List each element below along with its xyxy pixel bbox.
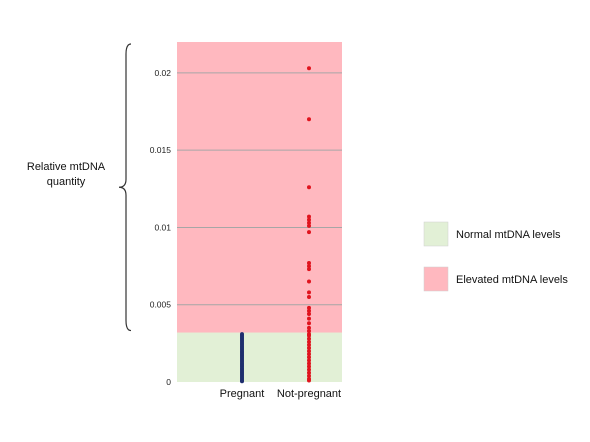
x-category-label: Pregnant (220, 388, 265, 400)
data-point-pregnant (240, 379, 244, 384)
y-tick-label: 0.015 (150, 145, 172, 155)
data-point-not-pregnant (307, 230, 311, 235)
band-elevated (177, 42, 342, 333)
y-annotation-line: quantity (47, 176, 86, 188)
legend: Normal mtDNA levels Elevated mtDNA levels (423, 221, 568, 292)
data-point-not-pregnant (307, 223, 311, 228)
data-point-not-pregnant (307, 261, 311, 265)
background-bands (177, 42, 342, 382)
gridlines (177, 72, 342, 306)
data-point-not-pregnant (307, 346, 311, 350)
data-point-not-pregnant (307, 316, 311, 321)
data-point-not-pregnant (307, 279, 311, 284)
data-point-not-pregnant (307, 217, 311, 222)
data-point-not-pregnant (307, 308, 311, 313)
data-point-not-pregnant (307, 336, 311, 341)
y-tick-label: 0 (166, 377, 171, 387)
data-point-not-pregnant (307, 117, 311, 122)
y-tick-label: 0.01 (154, 222, 171, 232)
data-point-not-pregnant (307, 321, 311, 326)
data-point-not-pregnant (307, 364, 311, 369)
legend-swatch (423, 221, 449, 247)
y-tick-label: 0.005 (150, 300, 172, 310)
data-point-not-pregnant (307, 305, 311, 310)
data-point-not-pregnant (307, 349, 311, 354)
y-tick-label: 0.02 (154, 68, 171, 78)
data-point-not-pregnant (307, 214, 311, 219)
y-brace (118, 43, 132, 332)
data-point-not-pregnant (307, 264, 311, 269)
data-point-not-pregnant (307, 367, 311, 372)
data-point-not-pregnant (307, 185, 311, 190)
data-point-not-pregnant (307, 361, 311, 366)
data-point-not-pregnant (307, 378, 311, 383)
y-axis-ticks: 0 0.005 0.01 0.015 0.02 (150, 68, 172, 387)
legend-label: Normal mtDNA levels (456, 229, 561, 241)
data-point-not-pregnant (307, 220, 311, 225)
data-point-not-pregnant (307, 339, 311, 344)
data-point-not-pregnant (307, 267, 311, 272)
data-point-not-pregnant (307, 325, 311, 330)
data-point-not-pregnant (307, 358, 311, 363)
data-point-not-pregnant (307, 312, 311, 316)
data-point-not-pregnant (307, 352, 311, 357)
x-category-label: Not-pregnant (277, 388, 341, 400)
data-point-not-pregnant (307, 370, 311, 375)
y-annotation-line: Relative mtDNA (27, 161, 106, 173)
band-normal (177, 332, 342, 382)
legend-swatch (423, 266, 449, 292)
legend-label: Elevated mtDNA levels (456, 274, 568, 286)
data-point-not-pregnant (307, 290, 311, 295)
data-point-not-pregnant (307, 329, 311, 333)
brace-icon (118, 43, 132, 332)
data-point-not-pregnant (307, 66, 311, 71)
category-labels: Pregnant Not-pregnant (220, 388, 341, 400)
data-points (240, 66, 311, 384)
data-point-not-pregnant (307, 373, 311, 378)
data-point-not-pregnant (307, 333, 311, 338)
y-annotation: Relative mtDNA quantity (27, 161, 106, 188)
data-point-not-pregnant (307, 355, 311, 360)
data-point-not-pregnant (307, 295, 311, 299)
data-point-not-pregnant (307, 342, 311, 347)
